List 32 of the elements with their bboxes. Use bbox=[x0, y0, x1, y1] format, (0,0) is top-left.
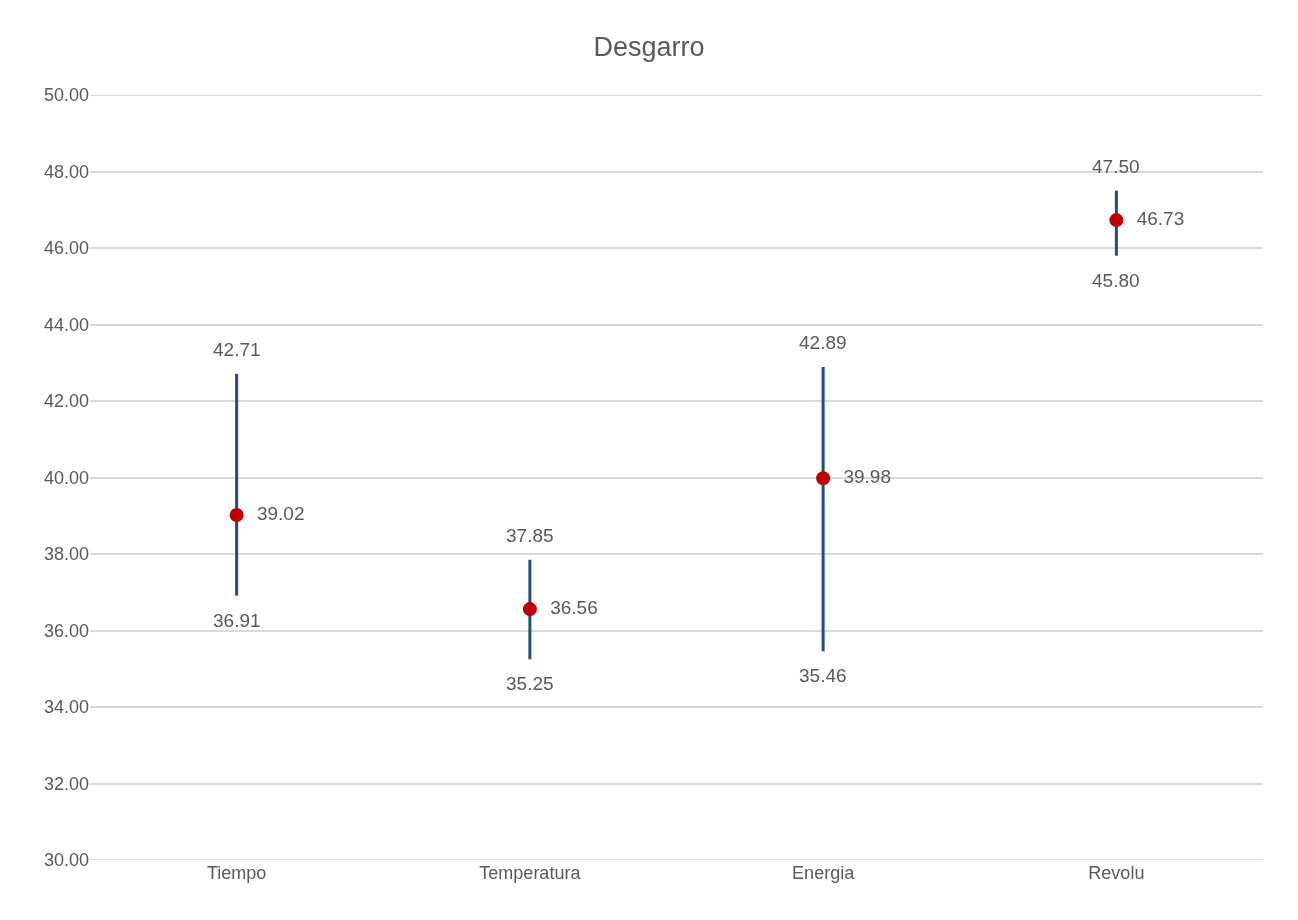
data-label: 36.56 bbox=[539, 596, 598, 618]
y-tick-label: 32.00 bbox=[43, 773, 89, 794]
data-label: 46.73 bbox=[1126, 207, 1185, 229]
annotation: 42.89 bbox=[799, 332, 847, 353]
point bbox=[522, 602, 537, 617]
y-tick-label: 36.00 bbox=[43, 620, 89, 641]
annotation: 35.25 bbox=[506, 673, 554, 694]
y-tick-label: 34.00 bbox=[43, 697, 89, 718]
y-tick-label: 30.00 bbox=[43, 850, 89, 871]
data-label: 39.98 bbox=[832, 466, 891, 488]
x-tick-label: Revolu bbox=[1088, 863, 1145, 883]
y-tick-label: 44.00 bbox=[43, 314, 89, 335]
annotation: 47.50 bbox=[1092, 156, 1140, 177]
annotation: 36.91 bbox=[213, 610, 261, 631]
annotation: 35.46 bbox=[799, 665, 847, 686]
y-tick-label: 48.00 bbox=[43, 161, 89, 182]
x-tick-label: Energia bbox=[792, 863, 856, 883]
annotation: 42.71 bbox=[213, 339, 261, 360]
y-tick-label: 46.00 bbox=[43, 238, 89, 259]
point bbox=[816, 471, 831, 486]
y-tick-label: 50.00 bbox=[43, 85, 89, 106]
x-tick-label: Tiempo bbox=[206, 863, 267, 883]
data-label: 39.02 bbox=[246, 502, 305, 524]
annotation: 37.85 bbox=[506, 525, 554, 546]
y-tick-label: 38.00 bbox=[43, 544, 89, 565]
annotation: 45.80 bbox=[1092, 270, 1140, 291]
chart-title: Desgarro bbox=[593, 31, 705, 62]
x-tick-label: Temperatura bbox=[479, 863, 582, 883]
point bbox=[1109, 213, 1124, 228]
y-tick-label: 42.00 bbox=[43, 391, 89, 412]
point bbox=[229, 507, 244, 522]
y-tick-label: 40.00 bbox=[43, 467, 89, 488]
